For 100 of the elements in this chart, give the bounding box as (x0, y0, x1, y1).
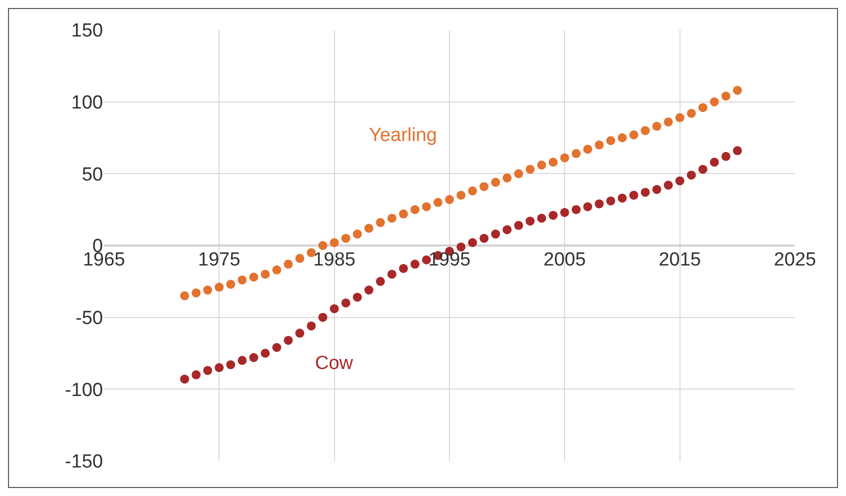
point (318, 312, 328, 322)
x-tick-label: 1975 (198, 250, 240, 270)
y-tick-label: 150 (71, 20, 103, 42)
point (180, 374, 190, 384)
point (272, 343, 282, 352)
point (330, 238, 339, 248)
x-tick-label: 1985 (313, 250, 356, 270)
y-tick-label: -50 (76, 308, 103, 329)
point (629, 130, 638, 140)
point (732, 146, 742, 156)
point (330, 304, 339, 314)
point (710, 158, 719, 167)
point (387, 214, 396, 223)
point (214, 363, 224, 372)
point (732, 86, 742, 95)
point (192, 288, 201, 298)
point (548, 210, 558, 220)
point (238, 275, 247, 284)
series-label: Cow (315, 353, 354, 374)
point (480, 234, 489, 243)
point (226, 280, 236, 289)
point (376, 218, 385, 228)
x-tick-label: 1995 (428, 250, 471, 270)
point (203, 366, 212, 375)
point (560, 153, 570, 162)
point (249, 272, 258, 282)
point (537, 160, 546, 170)
point (480, 182, 489, 192)
point (698, 103, 708, 112)
y-tick-label: -100 (64, 380, 103, 401)
point (664, 180, 673, 190)
point (306, 321, 316, 330)
point (537, 214, 546, 223)
point (410, 205, 420, 214)
point (260, 348, 270, 358)
point (468, 238, 478, 248)
point (664, 117, 673, 126)
point (640, 188, 650, 197)
point (502, 225, 512, 234)
text: Yearling (369, 125, 437, 146)
point (180, 291, 190, 300)
point (686, 170, 696, 180)
point (318, 241, 328, 250)
point (295, 254, 304, 263)
point (422, 202, 431, 212)
point (594, 140, 604, 150)
y-tick-label: -150 (64, 452, 103, 473)
point (572, 149, 581, 158)
point (203, 286, 212, 295)
point (284, 336, 293, 345)
point (192, 370, 201, 380)
point (376, 276, 385, 286)
point (514, 220, 524, 230)
point (721, 152, 730, 161)
point (272, 265, 282, 274)
x-tick-label: 2025 (774, 250, 816, 270)
point (491, 178, 500, 187)
point (640, 126, 650, 136)
point (606, 136, 616, 146)
point (548, 158, 558, 167)
point (675, 113, 684, 122)
point (226, 360, 236, 370)
point (306, 248, 316, 258)
point (433, 198, 442, 207)
point (398, 264, 408, 273)
point (249, 353, 258, 362)
point (214, 282, 224, 292)
point (652, 122, 662, 131)
y-tick-label: 50 (82, 164, 103, 186)
point (445, 195, 454, 204)
point (502, 173, 512, 182)
point (352, 230, 362, 239)
point (260, 270, 270, 279)
point (698, 164, 708, 174)
point (410, 260, 420, 269)
point (710, 97, 719, 106)
point (364, 224, 374, 233)
point (341, 298, 350, 308)
point (468, 186, 478, 196)
point (238, 356, 247, 365)
point (686, 108, 696, 118)
point (572, 205, 581, 214)
point (560, 208, 570, 217)
point (675, 176, 684, 186)
point (284, 260, 293, 269)
point (652, 184, 662, 194)
y-tick-label: 100 (71, 92, 103, 114)
point (341, 234, 350, 243)
x-tick-label: 2005 (544, 250, 586, 270)
point (352, 292, 362, 302)
point (514, 169, 524, 178)
point (526, 216, 535, 226)
point (629, 190, 638, 200)
point (491, 230, 500, 239)
point (618, 133, 627, 142)
point (456, 190, 466, 200)
point (606, 196, 616, 206)
point (364, 286, 374, 295)
point (456, 242, 466, 252)
point (583, 144, 592, 154)
